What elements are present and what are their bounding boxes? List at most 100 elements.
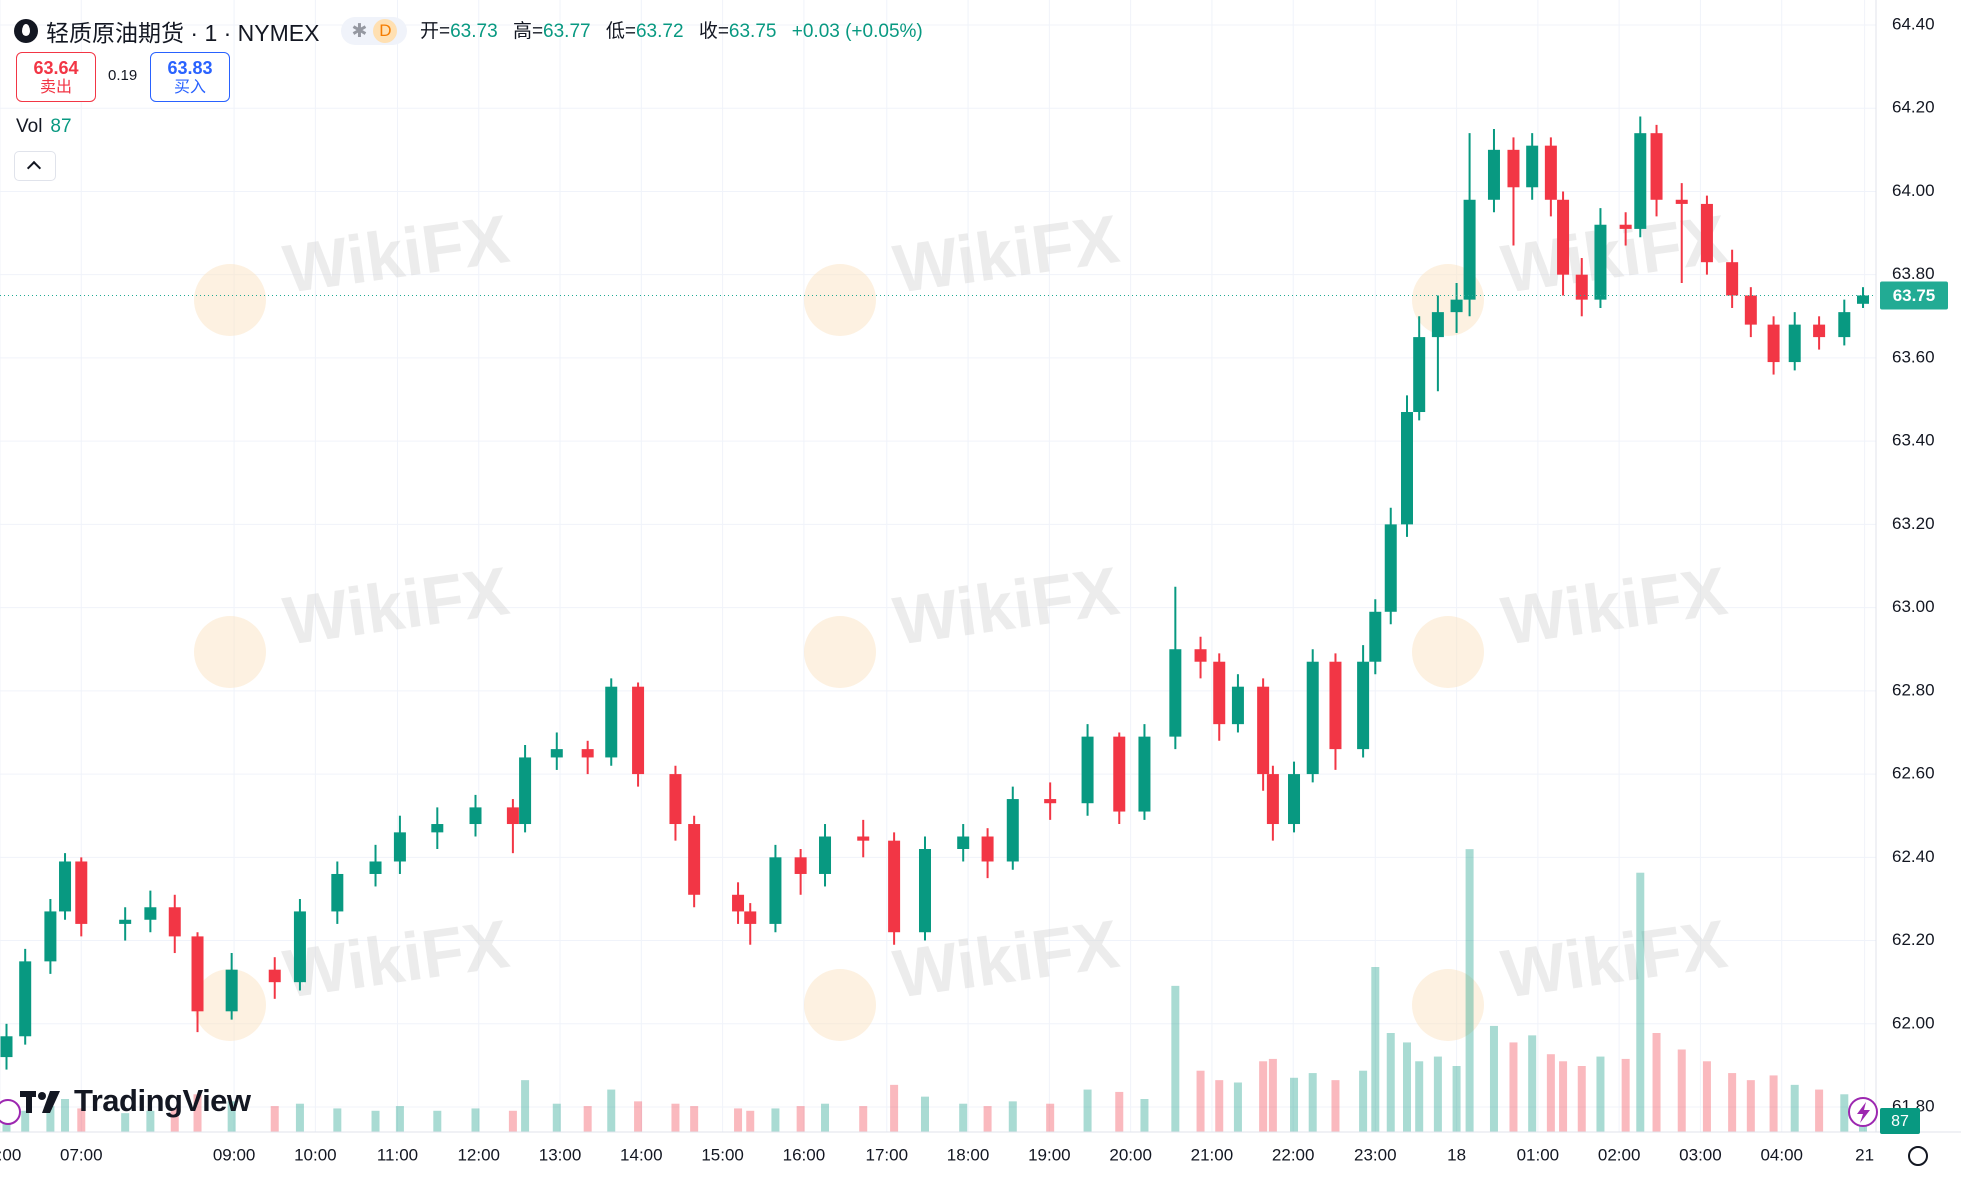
volume-bar <box>1290 1077 1299 1132</box>
candle-body <box>1838 312 1851 338</box>
candle-body <box>59 861 72 912</box>
change-value: +0.03 (+0.05%) <box>791 21 923 42</box>
open-value: 63.73 <box>450 21 498 42</box>
ask-price: 63.83 <box>167 58 213 78</box>
volume-bar <box>859 1106 868 1132</box>
spread: 0.19 <box>108 67 138 84</box>
y-tick-label: 64.40 <box>1892 14 1935 33</box>
candle-body <box>1526 145 1539 188</box>
last-price-label: 63.75 <box>1893 286 1936 305</box>
volume-bar <box>270 1106 279 1132</box>
volume-bar <box>1171 985 1180 1132</box>
watermark: WikiFX <box>889 553 1123 660</box>
volume-bar <box>1652 1033 1661 1132</box>
volume-bar <box>1840 1094 1849 1132</box>
candle-body <box>519 757 532 825</box>
volume-bar <box>146 1110 155 1132</box>
y-tick-label: 63.20 <box>1892 514 1935 533</box>
volume-bar <box>1308 1073 1317 1132</box>
candle-body <box>1675 199 1688 204</box>
candle-body <box>1450 299 1463 313</box>
candle-body <box>225 969 238 1012</box>
x-tick-label: 23:00 <box>1354 1145 1397 1164</box>
volume-bar <box>508 1110 517 1132</box>
volume-badge <box>1880 1108 1920 1134</box>
brand-icon <box>20 1091 60 1113</box>
volume-bar <box>583 1106 592 1132</box>
y-tick-label: 64.20 <box>1892 98 1935 117</box>
x-tick-label: 18 <box>1447 1145 1466 1164</box>
asterisk: ✱ <box>351 20 368 42</box>
volume-legend: Vol 87 <box>16 116 72 138</box>
y-tick-label: 62.80 <box>1892 680 1935 699</box>
candle-body <box>819 836 832 874</box>
candle-body <box>469 807 482 825</box>
candle-body <box>1744 295 1757 325</box>
candle-body <box>1619 224 1632 229</box>
volume-bar <box>1196 1070 1205 1132</box>
x-tick-label: 03:00 <box>1679 1145 1722 1164</box>
volume-bar <box>1815 1089 1824 1132</box>
close-label: 收= <box>698 21 729 42</box>
x-tick-label: 02:00 <box>1598 1145 1641 1164</box>
volume-bar <box>671 1103 680 1132</box>
candle-body <box>268 969 281 983</box>
status-badge[interactable]: ✱ D <box>341 17 408 45</box>
volume-bar <box>227 1101 236 1132</box>
volume-bar <box>1215 1080 1224 1132</box>
volume-bar <box>1433 1056 1442 1132</box>
candle-body <box>0 1036 13 1058</box>
volume-bar <box>1386 1033 1395 1132</box>
brand-logo: TradingView <box>20 1083 251 1119</box>
x-tick-label: 09:00 <box>213 1145 256 1164</box>
watermark: WikiFX <box>1497 906 1731 1013</box>
watermark: WikiFX <box>1497 201 1731 308</box>
volume-bar <box>1746 1080 1755 1132</box>
time-axis <box>0 1132 1961 1178</box>
high-label: 高= <box>512 21 544 42</box>
volume-bar <box>1140 1099 1149 1132</box>
candle-body <box>1650 133 1663 200</box>
watermark-logo <box>804 969 876 1041</box>
volume-bar <box>634 1101 643 1132</box>
candle-body <box>1634 133 1647 229</box>
candle-body <box>1194 649 1207 662</box>
candle-body <box>1231 686 1244 725</box>
candle-body <box>744 911 757 924</box>
volume-bar <box>1403 1042 1411 1132</box>
volume-bar <box>170 1108 179 1132</box>
volume-bar <box>1577 1066 1586 1132</box>
candle-body <box>794 857 807 874</box>
volume-label: Vol <box>16 116 43 137</box>
y-tick-label: 62.60 <box>1892 764 1935 783</box>
x-tick-label: 16:00 <box>783 1145 826 1164</box>
candle-body <box>581 749 594 758</box>
volume-bar <box>746 1110 755 1132</box>
settings-button <box>1908 1146 1928 1166</box>
candle-body <box>1507 149 1520 188</box>
sell-button[interactable]: 63.64 卖出 <box>16 52 96 102</box>
volume-value: 87 <box>50 116 72 137</box>
candle-body <box>1594 224 1607 300</box>
symbol-title[interactable]: 轻质原油期货 · 1 · NYMEX <box>46 20 320 46</box>
candle-body <box>1213 661 1226 725</box>
volume-bar <box>61 1099 70 1132</box>
volume-bar <box>1233 1082 1242 1132</box>
candle-body <box>1487 149 1500 200</box>
candle-body <box>1401 412 1413 525</box>
high-value: 63.77 <box>543 21 591 42</box>
collapse-button[interactable] <box>14 151 56 181</box>
y-tick-label: 62.20 <box>1892 930 1935 949</box>
volume-bar <box>1259 1061 1268 1132</box>
watermark-logo <box>804 264 876 336</box>
candle-body <box>1081 736 1094 804</box>
ohlc-legend: 开=63.73 高=63.77 低=63.72 收=63.75 +0.03 (+… <box>420 16 933 43</box>
low-value: 63.72 <box>635 21 684 42</box>
volume-bar <box>734 1108 743 1132</box>
volume-bar <box>796 1106 805 1132</box>
candle-body <box>1357 661 1370 750</box>
volume-bar <box>1596 1056 1605 1132</box>
symbol-header[interactable]: 轻质原油期货 · 1 · NYMEX ✱ D <box>14 14 408 48</box>
watermark-logo <box>1412 969 1484 1041</box>
buy-button[interactable]: 63.83 买入 <box>150 52 230 102</box>
